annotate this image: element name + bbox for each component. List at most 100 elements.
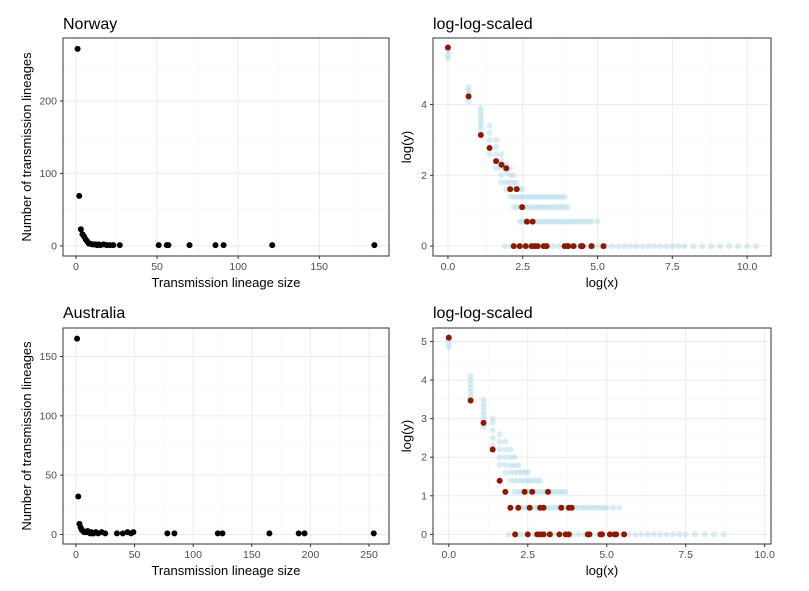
data-point (130, 529, 137, 536)
simulated-point (549, 193, 556, 200)
simulated-point (519, 218, 526, 225)
simulated-point (543, 218, 550, 225)
observed-point (493, 158, 500, 165)
data-point (220, 242, 227, 249)
observed-point (526, 504, 533, 511)
panel-title: Australia (63, 305, 125, 322)
simulated-point (753, 243, 760, 250)
observed-point (489, 446, 496, 453)
data-point (165, 242, 172, 249)
observed-point (467, 397, 474, 404)
simulated-point (585, 218, 592, 225)
simulated-point (507, 179, 514, 186)
observed-point (510, 243, 517, 250)
observed-point (465, 93, 472, 100)
data-point (371, 242, 378, 249)
simulated-point (527, 477, 534, 484)
simulated-point (540, 193, 547, 200)
y-tick-label: 4 (421, 375, 427, 387)
observed-point (507, 186, 514, 193)
simulated-point (502, 438, 509, 445)
observed-point (606, 531, 613, 538)
x-tick-label: 10.0 (754, 549, 775, 561)
simulated-point (657, 531, 664, 538)
simulated-point (510, 179, 517, 186)
y-tick-label: 0 (51, 529, 57, 541)
simulated-point (516, 193, 523, 200)
y-tick-label: 200 (39, 96, 57, 108)
observed-point (613, 531, 620, 538)
y-tick-label: 4 (421, 99, 427, 111)
simulated-point (489, 427, 496, 434)
simulated-point (540, 204, 547, 211)
simulated-point (670, 531, 677, 538)
simulated-point (513, 193, 520, 200)
panel-title: Norway (63, 16, 117, 33)
y-tick-label: 3 (421, 413, 427, 425)
panel-border (432, 327, 772, 545)
x-axis-label: log(x) (586, 563, 619, 578)
y-tick-label: 150 (39, 351, 57, 363)
simulated-point (540, 218, 547, 225)
observed-point (588, 243, 595, 250)
simulated-point (537, 488, 544, 495)
simulated-point (515, 488, 522, 495)
data-point (219, 530, 226, 537)
y-tick-label: 0 (51, 240, 57, 252)
simulated-point (578, 504, 585, 511)
simulated-point (489, 434, 496, 441)
simulated-point (552, 218, 559, 225)
x-tick-label: 150 (310, 261, 328, 273)
simulated-point (549, 243, 556, 250)
simulated-point (558, 204, 565, 211)
observed-point (568, 504, 575, 511)
simulated-point (511, 462, 518, 469)
observed-point (534, 243, 541, 250)
simulated-point (594, 218, 601, 225)
observed-point (540, 504, 547, 511)
simulated-point (505, 531, 512, 538)
simulated-point (546, 204, 553, 211)
data-point (186, 242, 193, 249)
y-axis-label: log(y) (399, 131, 414, 164)
simulated-point (597, 504, 604, 511)
observed-point (586, 531, 593, 538)
simulated-point (555, 243, 562, 250)
simulated-point (561, 218, 568, 225)
observed-point (565, 531, 572, 538)
simulated-point (537, 218, 544, 225)
simulated-point (587, 504, 594, 511)
simulated-point (581, 504, 588, 511)
panel-title: log-log-scaled (433, 16, 533, 33)
simulated-point (550, 488, 557, 495)
observed-point (522, 243, 529, 250)
simulated-point (524, 469, 531, 476)
simulated-point (534, 488, 541, 495)
simulated-point (524, 477, 531, 484)
simulated-point (588, 218, 595, 225)
y-tick-label: 2 (421, 170, 427, 182)
x-tick-label: 2.5 (515, 261, 530, 273)
simulated-point (616, 504, 623, 511)
data-point (301, 530, 308, 537)
x-tick-label: 7.5 (678, 549, 693, 561)
simulated-point (573, 218, 580, 225)
observed-point (529, 488, 536, 495)
simulated-point (559, 488, 566, 495)
simulated-point (546, 504, 553, 511)
simulated-point (550, 504, 557, 511)
observed-point (516, 243, 523, 250)
simulated-point (486, 151, 493, 158)
data-point (295, 530, 302, 537)
simulated-point (690, 243, 697, 250)
simulated-point (502, 454, 509, 461)
y-tick-label: 5 (421, 336, 427, 348)
simulated-point (534, 193, 541, 200)
y-axis-label: Number of transmission lineages (19, 341, 34, 531)
data-point (164, 530, 171, 537)
simulated-point (540, 488, 547, 495)
simulated-point (496, 461, 503, 468)
observed-point (529, 218, 536, 225)
simulated-point (579, 218, 586, 225)
